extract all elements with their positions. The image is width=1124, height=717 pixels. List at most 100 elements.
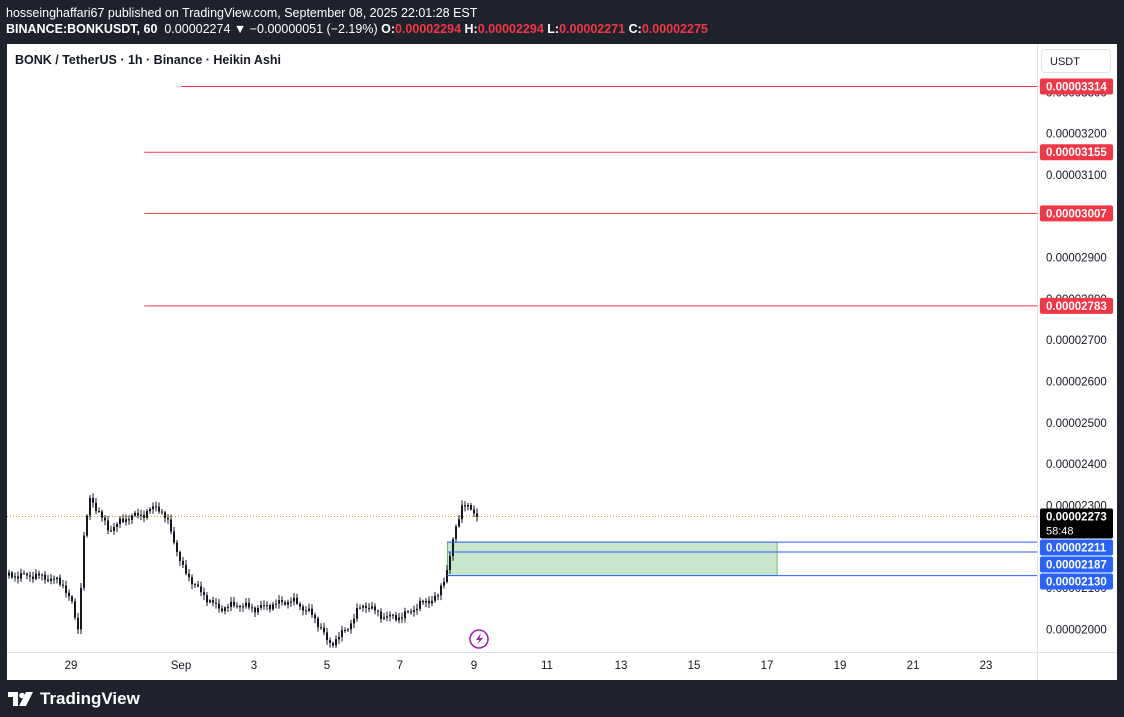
chart-header: hosseinghaffari67 published on TradingVi… — [6, 5, 708, 37]
candle-body — [26, 573, 28, 576]
candle-body — [308, 608, 310, 611]
demand-zone — [446, 541, 778, 576]
currency-button[interactable]: USDT — [1041, 49, 1111, 73]
candle-body — [233, 601, 235, 606]
candle-body — [89, 497, 91, 516]
candle-body — [41, 574, 43, 576]
candle-body — [122, 518, 124, 522]
candle-body — [20, 573, 22, 579]
candle-body — [116, 524, 118, 527]
candle-body — [80, 587, 82, 630]
candle-body — [71, 596, 73, 602]
candle-body — [260, 605, 262, 608]
candle-body — [230, 601, 232, 607]
price-tick-label: 0.00002900 — [1046, 253, 1107, 265]
symbol-label: BINANCE:BONKUSDT, 60 — [6, 22, 158, 36]
candle-body — [146, 511, 148, 518]
time-tick-label: 15 — [688, 660, 701, 672]
price-tick-label: 0.00003100 — [1046, 170, 1107, 182]
candle-body — [284, 602, 286, 605]
time-tick-label: 5 — [324, 660, 330, 672]
price-tick-label: 0.00002500 — [1046, 418, 1107, 430]
candle-body — [98, 511, 100, 513]
resistance-level-label: 0.00002783 — [1046, 301, 1107, 313]
candle-body — [356, 608, 358, 619]
zone-level-label-bg — [1040, 573, 1113, 590]
candle-body — [92, 497, 94, 503]
candle-body — [17, 576, 19, 579]
candle-body — [335, 639, 337, 646]
candle-body — [434, 595, 436, 601]
candle-body — [194, 584, 196, 586]
current-price-label: 0.00002273 — [1046, 512, 1107, 524]
candle-body — [197, 584, 199, 587]
candle-body — [422, 601, 424, 603]
candle-body — [254, 607, 256, 613]
candle-body — [464, 505, 466, 507]
candle-body — [359, 607, 361, 609]
candle-body — [179, 551, 181, 561]
candle-body — [419, 601, 421, 609]
price-change: ▼ −0.00000051 (−2.19%) — [233, 22, 378, 36]
candle-body — [125, 519, 127, 522]
time-axis-divider — [7, 652, 1117, 653]
candle-body — [461, 505, 463, 520]
candle-body — [266, 605, 268, 607]
candle-body — [371, 606, 373, 609]
candle-body — [443, 581, 445, 586]
candle-body — [251, 607, 253, 609]
candle-body — [269, 605, 271, 610]
candle-body — [170, 519, 172, 532]
resistance-level-label: 0.00003155 — [1046, 147, 1107, 159]
candle-body — [347, 629, 349, 631]
candle-body — [59, 577, 61, 585]
candle-body — [380, 611, 382, 620]
tradingview-logo[interactable]: TradingView — [8, 689, 140, 709]
price-tick-label: 0.00002600 — [1046, 376, 1107, 388]
zone-level-label: 0.00002211 — [1046, 543, 1107, 555]
candle-body — [392, 614, 394, 616]
candle-body — [278, 600, 280, 604]
candle-body — [374, 606, 376, 611]
time-tick-label: 11 — [541, 660, 553, 672]
candle-body — [425, 600, 427, 603]
candle-body — [167, 517, 169, 520]
candle-body — [164, 512, 166, 518]
time-tick-label: 17 — [761, 660, 774, 672]
candle-body — [8, 572, 10, 576]
time-tick-label: 23 — [980, 660, 993, 672]
candle-body — [185, 564, 187, 574]
candle-body — [113, 526, 115, 531]
candle-body — [104, 517, 106, 521]
tradingview-logo-icon — [8, 692, 33, 706]
horizontal-levels — [7, 86, 1037, 577]
candle-body — [137, 512, 139, 516]
candle-body — [182, 560, 184, 565]
candle-body — [221, 608, 223, 612]
time-axis: 29 Sep 3 5 7 9 11 13 15 17 19 21 23 — [65, 660, 993, 672]
candle-body — [206, 595, 208, 603]
candle-body — [404, 611, 406, 619]
candle-body — [86, 515, 88, 536]
candle-body — [467, 505, 469, 507]
zone-level-label-bg — [1040, 539, 1113, 556]
zone-box — [446, 541, 778, 576]
candle-body — [362, 605, 364, 608]
candle-body — [305, 610, 307, 612]
candle-body — [407, 611, 409, 613]
candle-body — [401, 617, 403, 619]
candle-body — [446, 569, 448, 582]
lightning-icon[interactable] — [469, 629, 489, 649]
resistance-level-label: 0.00003007 — [1046, 208, 1107, 220]
candle-body — [32, 576, 34, 580]
candle-body — [449, 555, 451, 570]
candle-body — [440, 585, 442, 596]
resistance-level-label-bg — [1040, 144, 1113, 161]
candle-body — [437, 595, 439, 597]
candle-body — [416, 608, 418, 611]
candle-body — [119, 518, 121, 525]
last-price: 0.00002274 — [164, 22, 231, 36]
zone-level-label: 0.00002187 — [1046, 560, 1107, 572]
candle-body — [35, 573, 37, 580]
